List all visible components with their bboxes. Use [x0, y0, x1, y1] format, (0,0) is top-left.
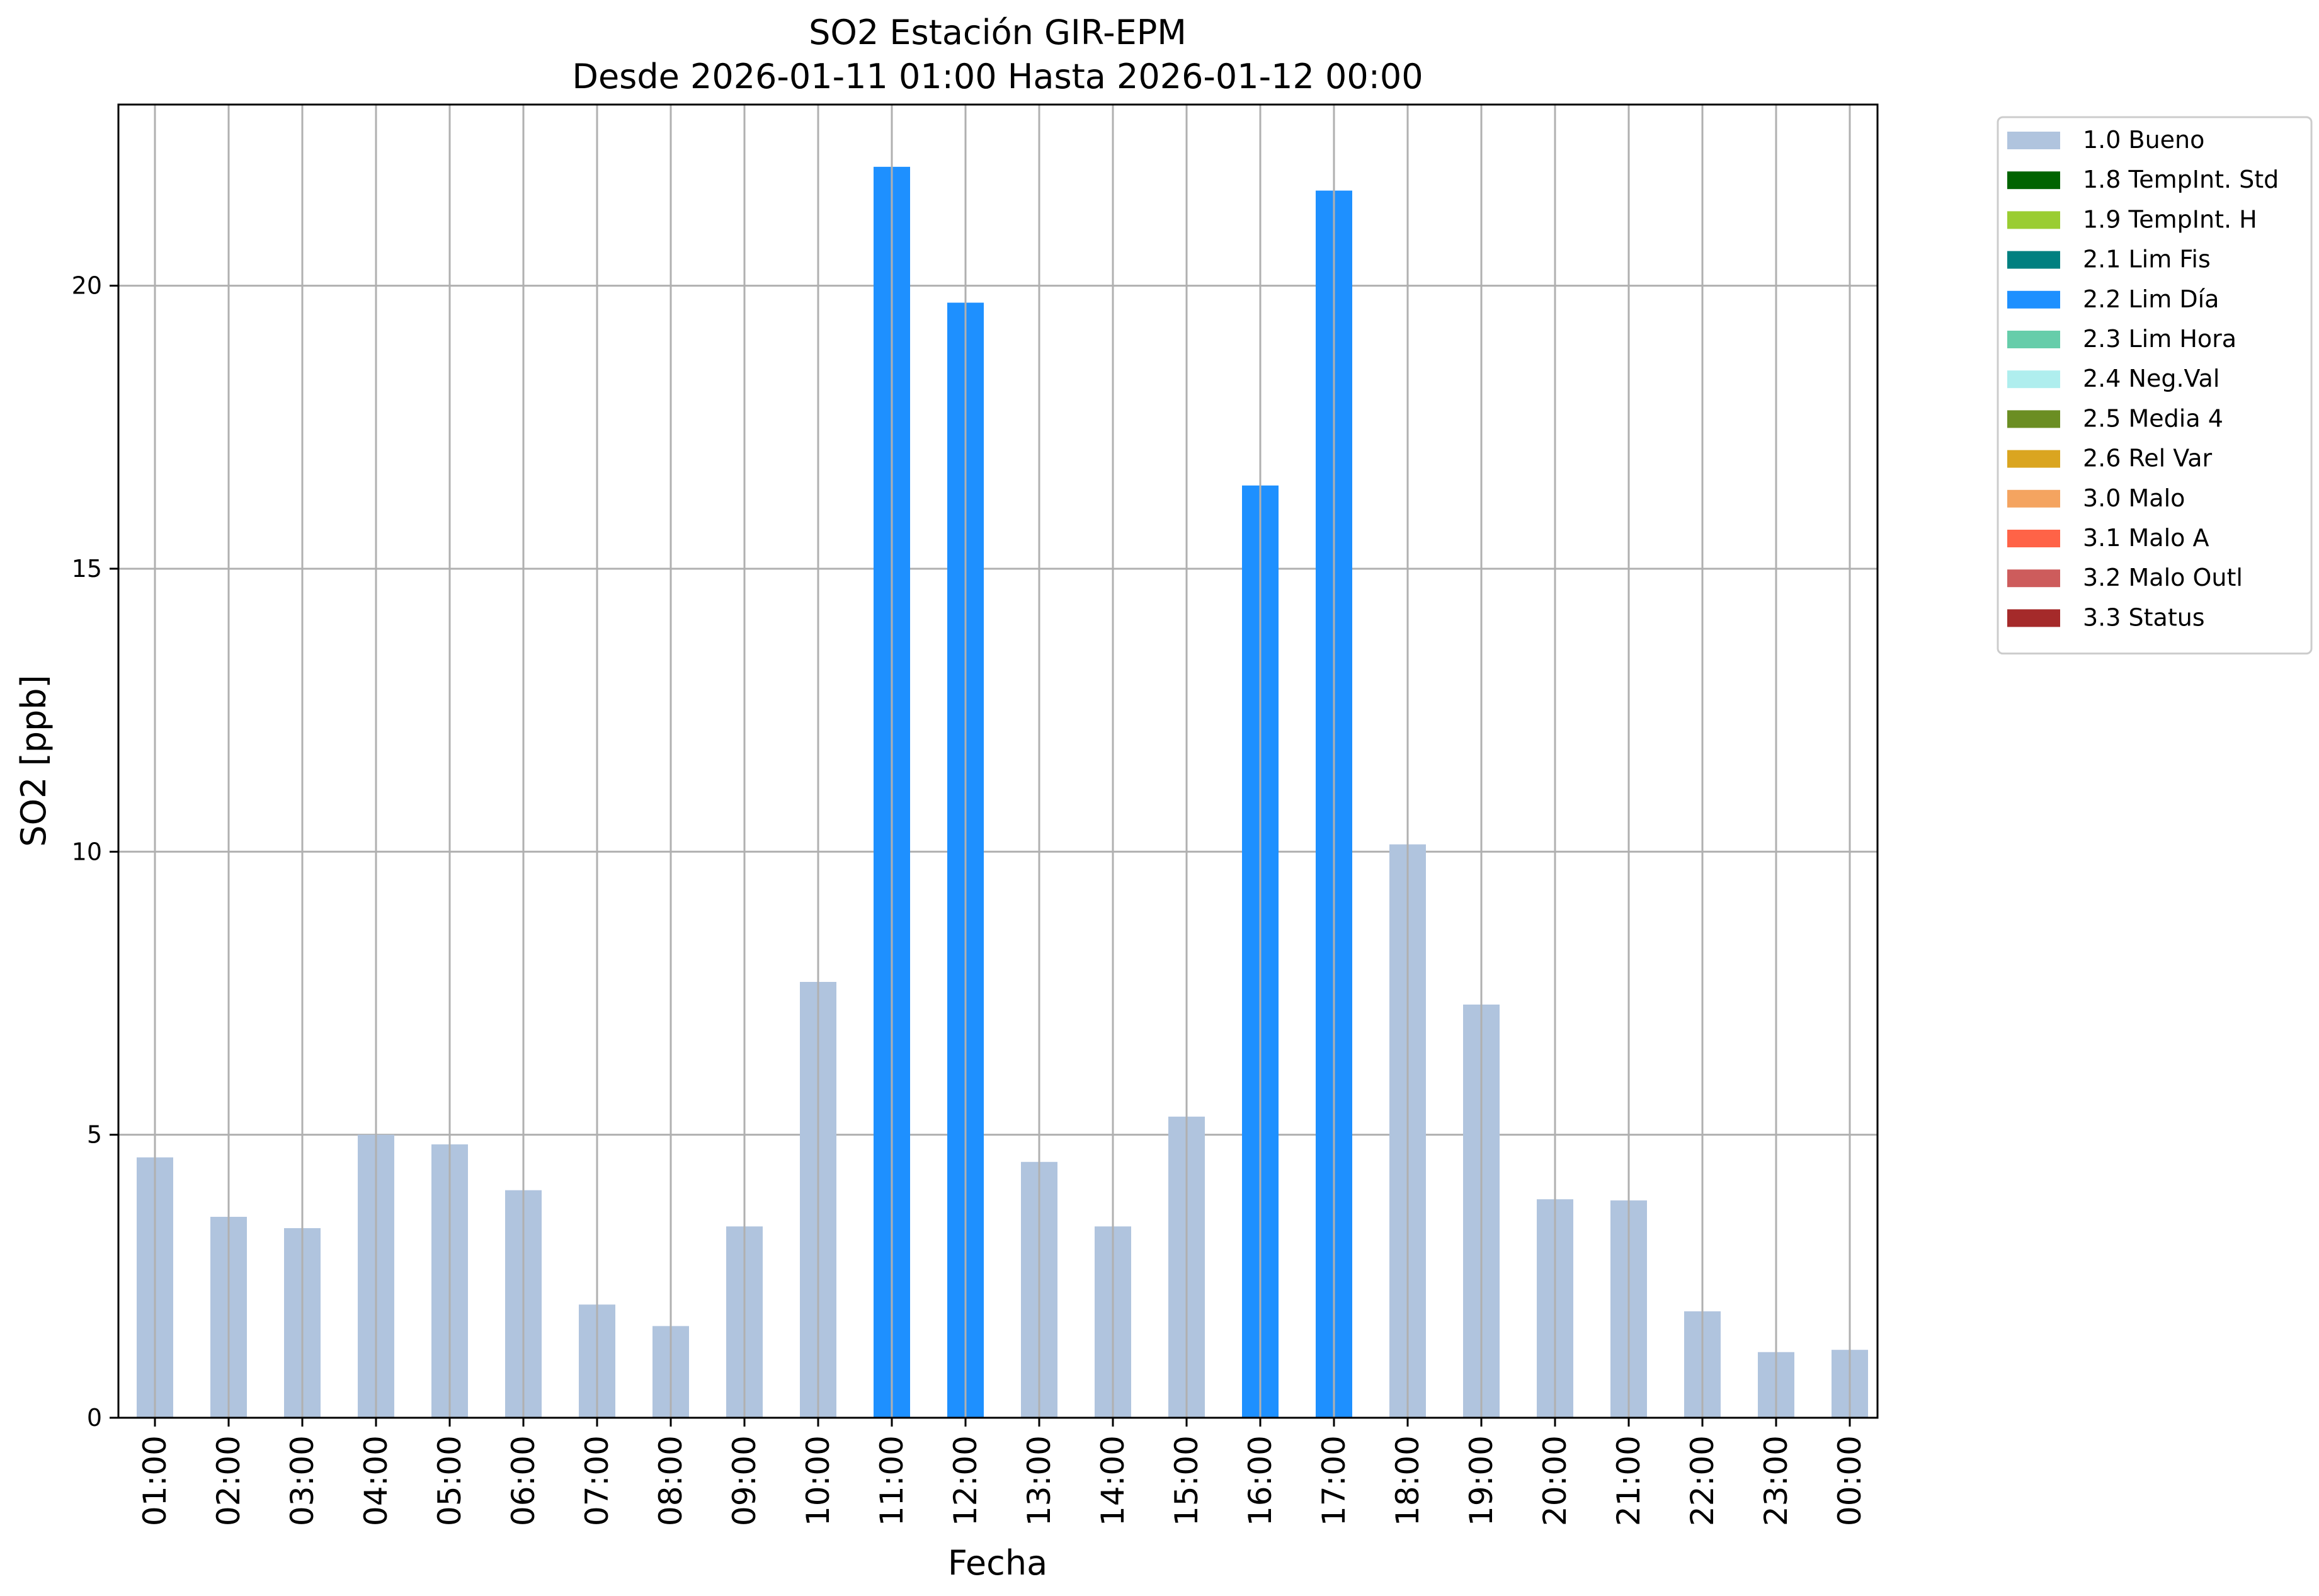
x-axis-ticks: 01:00 02:00 03:00 04:00 05:00 06:00 07:00 08:00…	[137, 1418, 1868, 1526]
y-tick-label: 10	[72, 838, 102, 865]
x-tick-label: 14:00	[1095, 1435, 1131, 1526]
legend-entry: 3.3 Status	[2083, 603, 2205, 631]
legend-entry: 2.5 Media 4	[2083, 404, 2223, 432]
x-tick-label: 20:00	[1537, 1435, 1573, 1526]
x-tick-label: 04:00	[358, 1435, 394, 1526]
x-tick-label: 10:00	[800, 1435, 836, 1526]
legend-entry: 2.1 Lim Fis	[2083, 246, 2211, 273]
x-tick-label: 15:00	[1168, 1435, 1205, 1526]
x-tick-label: 19:00	[1463, 1435, 1500, 1526]
legend-swatch	[2007, 450, 2060, 468]
legend-entry: 2.4 Neg.Val	[2083, 365, 2219, 392]
legend-entry: 3.0 Malo	[2083, 484, 2185, 512]
legend-swatch	[2007, 132, 2060, 149]
y-tick-label: 0	[87, 1404, 102, 1432]
legend-swatch	[2007, 171, 2060, 190]
legend-entry: 2.2 Lim Día	[2083, 285, 2219, 313]
x-tick-label: 03:00	[284, 1435, 321, 1526]
plot-frame	[117, 103, 1879, 1419]
legend-entry: 1.0 Bueno	[2083, 126, 2204, 154]
x-tick-label: 18:00	[1389, 1435, 1426, 1526]
chart-title: SO2 Estación GIR-EPM	[809, 13, 1187, 52]
legend-swatch	[2007, 251, 2060, 269]
x-tick-label: 11:00	[874, 1435, 910, 1526]
y-axis-label: SO2 [ppb]	[14, 675, 54, 846]
x-tick-label: 13:00	[1021, 1435, 1057, 1526]
legend-entry: 2.3 Lim Hora	[2083, 325, 2236, 353]
x-tick-label: 09:00	[726, 1435, 763, 1526]
legend-entry: 2.6 Rel Var	[2083, 445, 2213, 472]
x-tick-label: 07:00	[579, 1435, 615, 1526]
x-tick-label: 21:00	[1610, 1435, 1647, 1526]
y-axis-ticks: 0 5 10 15 20	[72, 272, 118, 1432]
legend-entry: 1.8 TempInt. Std	[2083, 166, 2279, 193]
x-tick-label: 08:00	[652, 1435, 689, 1526]
chart-subtitle: Desde 2026-01-11 01:00 Hasta 2026-01-12 …	[572, 57, 1423, 96]
x-tick-label: 16:00	[1242, 1435, 1279, 1526]
legend-swatch	[2007, 290, 2060, 309]
x-tick-label: 23:00	[1758, 1435, 1794, 1526]
legend-swatch	[2007, 489, 2060, 508]
bars	[137, 166, 1868, 1418]
x-tick-label: 05:00	[431, 1435, 468, 1526]
legend-swatch	[2007, 410, 2060, 428]
legend-entry: 3.2 Malo Outl	[2083, 564, 2243, 591]
legend-box	[1997, 116, 2313, 655]
x-tick-label: 12:00	[947, 1435, 984, 1526]
legend-swatch	[2007, 331, 2060, 348]
y-tick-label: 5	[87, 1121, 102, 1149]
y-tick-label: 20	[72, 272, 102, 300]
legend: 1.0 Bueno 1.8 TempInt. Std 1.9 TempInt. H 2…	[1997, 116, 2313, 655]
x-tick-label: 00:00	[1832, 1435, 1868, 1526]
y-tick-label: 15	[72, 555, 102, 583]
x-axis-label: Fecha	[948, 1543, 1047, 1583]
legend-swatch	[2007, 211, 2060, 229]
legend-entry: 3.1 Malo A	[2083, 524, 2209, 552]
legend-swatch	[2007, 609, 2060, 627]
x-tick-label: 01:00	[137, 1435, 173, 1526]
legend-swatch	[2007, 370, 2060, 389]
x-tick-label: 17:00	[1316, 1435, 1352, 1526]
legend-entry: 1.9 TempInt. H	[2083, 205, 2257, 233]
x-tick-label: 06:00	[505, 1435, 542, 1526]
legend-swatch	[2007, 569, 2060, 588]
x-tick-label: 02:00	[210, 1435, 247, 1526]
legend-swatch	[2007, 530, 2060, 547]
x-tick-label: 22:00	[1684, 1435, 1721, 1526]
vertical-grid-lines	[154, 105, 1851, 1418]
